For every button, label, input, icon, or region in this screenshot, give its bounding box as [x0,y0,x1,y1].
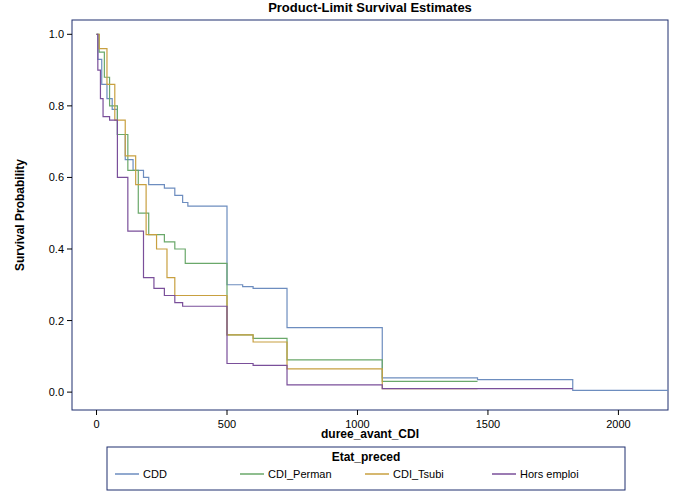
x-tick-label: 500 [218,418,236,430]
legend-label: CDI_Tsubi [393,468,444,480]
y-tick-label: 0.8 [49,100,64,112]
title: Product-Limit Survival Estimates [268,0,472,15]
x-axis-label: duree_avant_CDI [321,427,419,441]
x-tick [357,410,358,415]
legend-swatch [240,473,264,475]
x-tick-label: 1500 [476,418,500,430]
survival-curve [97,34,478,388]
legend-swatch [115,473,139,475]
y-tick-label: 0.0 [49,386,64,398]
y-axis-label: Survival Probability [13,159,27,271]
survival-curve [97,34,668,390]
legend-swatch [492,473,516,475]
x-tick [96,410,97,415]
plot-area [97,34,668,390]
x-tick [487,410,488,415]
y-tick-label: 0.4 [49,243,64,255]
chart: Product-Limit Survival Estimates 0.0 0.2 0.… [0,0,678,496]
legend-label: CDI_Perman [268,468,332,480]
y-tick [67,320,72,321]
legend-box [107,447,625,490]
survival-curve [97,34,478,381]
y-tick [67,248,72,249]
y-tick [67,392,72,393]
x-tick [227,410,228,415]
x-tick [618,410,619,415]
plot-frame [72,20,668,410]
survival-curve [97,34,573,388]
y-tick-label: 0.6 [49,171,64,183]
legend-label: Hors emploi [520,468,579,480]
legend-title: Etat_preced [332,450,401,464]
x-tick-label: 0 [93,418,99,430]
y-tick [67,34,72,35]
legend-label: CDD [143,468,167,480]
legend: Etat_preced CDD CDI_Perman CDI_Tsubi Hors em… [107,447,625,490]
x-tick-label: 2000 [606,418,630,430]
y-tick-label: 0.2 [49,315,64,327]
legend-swatch [365,473,389,475]
y-tick-label: 1.0 [49,28,64,40]
y-tick [67,105,72,106]
y-tick [67,177,72,178]
